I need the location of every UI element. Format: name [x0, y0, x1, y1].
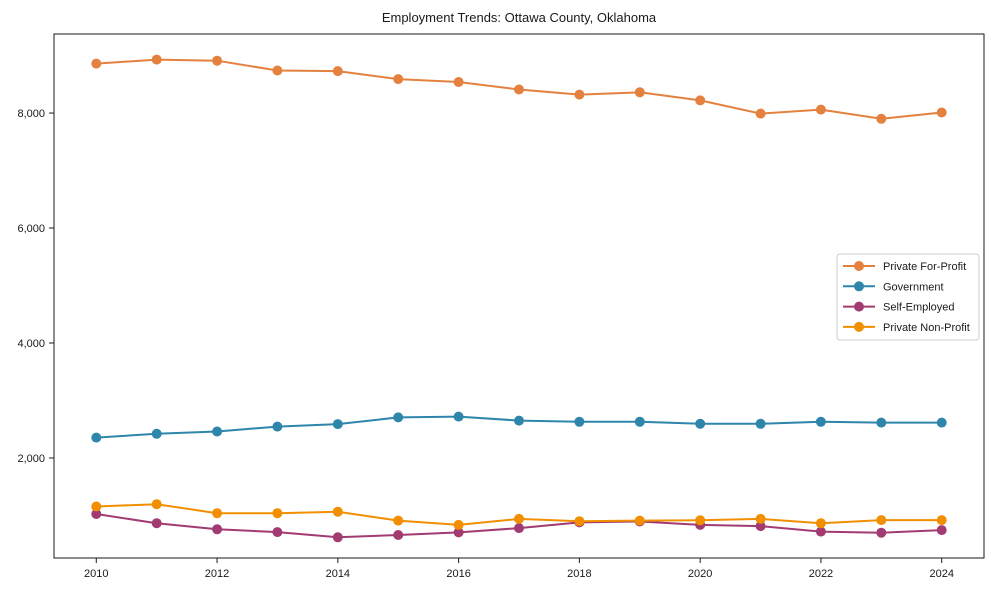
data-point-private-non-profit	[272, 508, 283, 519]
data-point-self-employed	[936, 525, 947, 536]
data-point-government	[514, 415, 524, 426]
y-axis-tick-label: 6,000	[17, 223, 45, 235]
legend-label-self-employed: Self-Employed	[883, 302, 955, 314]
data-point-private-for-profit	[755, 108, 766, 119]
x-axis-tick-label: 2020	[688, 568, 712, 580]
data-point-private-non-profit	[815, 518, 826, 529]
data-point-private-non-profit	[574, 516, 585, 527]
data-point-self-employed	[393, 530, 404, 540]
data-point-private-non-profit	[453, 519, 464, 530]
data-point-private-non-profit	[695, 515, 706, 526]
legend-box	[836, 253, 980, 341]
data-point-government	[151, 428, 162, 439]
data-point-self-employed	[212, 524, 223, 535]
chart-title: Employment Trends: Ottawa County, Oklaho…	[382, 10, 657, 25]
legend-label-private-for-profit: Private For-Profit	[883, 261, 966, 273]
legend-marker-private-non-profit	[854, 321, 864, 332]
data-point-government	[755, 418, 766, 429]
data-point-private-for-profit	[393, 74, 404, 85]
data-point-self-employed	[755, 521, 766, 532]
data-point-private-non-profit	[514, 513, 524, 524]
y-axis-tick-label: 2,000	[17, 453, 45, 465]
data-point-private-for-profit	[815, 104, 826, 115]
x-axis-tick-label: 2024	[929, 568, 953, 580]
data-point-private-for-profit	[212, 55, 223, 66]
data-point-government	[272, 421, 283, 432]
data-point-private-non-profit	[151, 499, 162, 510]
data-point-government	[212, 426, 223, 437]
data-point-self-employed	[453, 527, 464, 538]
data-point-government	[876, 417, 887, 428]
x-axis-tick-label: 2018	[567, 568, 591, 580]
data-point-self-employed	[272, 527, 283, 538]
data-point-private-non-profit	[634, 515, 645, 526]
data-point-self-employed	[332, 532, 343, 543]
x-axis-tick-label: 2010	[84, 568, 108, 580]
x-axis-tick-label: 2016	[446, 568, 470, 580]
data-point-private-for-profit	[332, 66, 343, 77]
legend-marker-government	[854, 281, 864, 292]
data-point-government	[453, 411, 464, 422]
data-point-private-for-profit	[876, 113, 887, 124]
data-point-private-for-profit	[695, 95, 706, 106]
data-point-private-for-profit	[91, 58, 102, 69]
data-point-private-non-profit	[91, 501, 102, 512]
x-axis-tick-label: 2022	[809, 568, 833, 580]
data-point-government	[91, 432, 102, 443]
data-point-private-for-profit	[634, 87, 645, 98]
y-axis-tick-label: 4,000	[17, 338, 45, 350]
legend-label-government: Government	[883, 281, 944, 293]
plot-border	[53, 33, 985, 559]
data-point-private-non-profit	[332, 506, 343, 517]
data-point-private-non-profit	[876, 515, 887, 526]
data-point-private-non-profit	[936, 515, 947, 526]
data-point-self-employed	[151, 518, 162, 529]
data-point-private-non-profit	[755, 513, 766, 524]
x-axis-tick-label: 2014	[326, 568, 350, 580]
data-point-government	[695, 418, 706, 429]
data-point-self-employed	[91, 509, 102, 519]
data-point-private-for-profit	[272, 65, 283, 76]
data-point-government	[393, 412, 404, 423]
legend-marker-self-employed	[854, 301, 864, 312]
data-point-self-employed	[876, 527, 887, 538]
data-point-private-non-profit	[212, 508, 223, 519]
data-point-private-for-profit	[514, 84, 524, 95]
y-axis-tick-label: 8,000	[17, 108, 45, 120]
x-axis-tick-label: 2012	[205, 568, 229, 580]
data-point-government	[815, 416, 826, 427]
legend-marker-private-for-profit	[854, 261, 864, 271]
data-point-government	[936, 417, 947, 428]
data-point-self-employed	[815, 526, 826, 537]
data-point-self-employed	[514, 523, 524, 534]
data-point-government	[332, 419, 343, 430]
data-point-private-for-profit	[453, 77, 464, 87]
data-point-private-non-profit	[393, 515, 404, 526]
data-point-government	[634, 416, 645, 427]
data-point-private-for-profit	[936, 107, 947, 118]
data-point-private-for-profit	[574, 89, 585, 100]
data-point-government	[574, 416, 585, 427]
legend-label-private-non-profit: Private Non-Profit	[883, 322, 970, 334]
data-point-private-for-profit	[151, 54, 162, 65]
